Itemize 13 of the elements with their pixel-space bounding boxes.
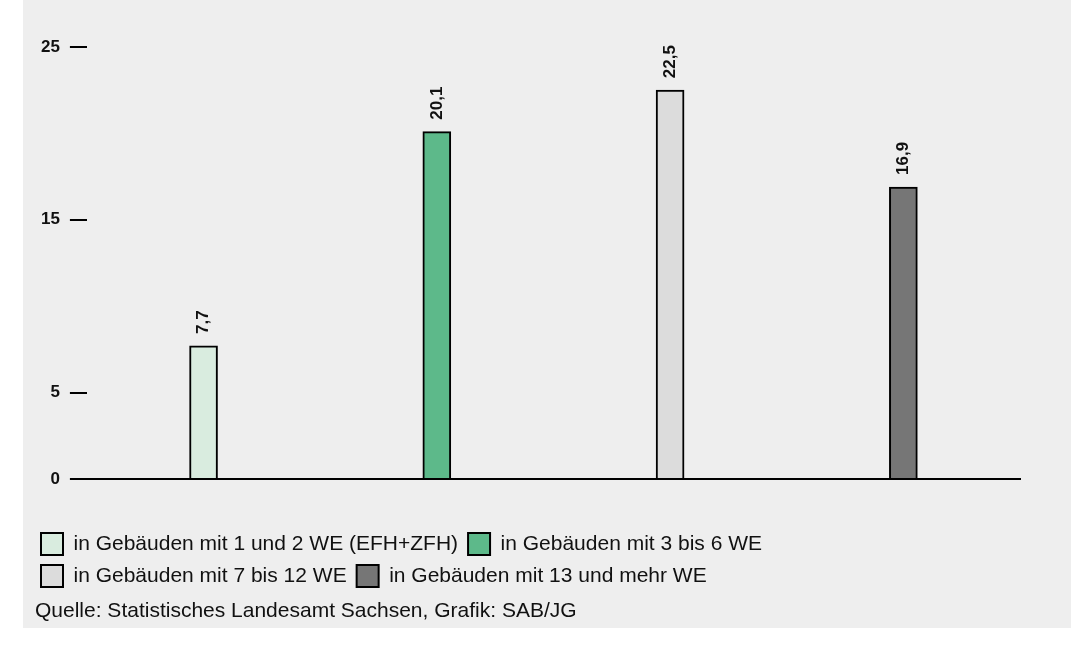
data-label: 22,5 [659, 45, 679, 79]
legend-label: in Gebäuden mit 13 und mehr WE [389, 562, 707, 586]
y-tick-label: 25 [40, 36, 60, 56]
legend-label: in Gebäuden mit 7 bis 12 WE [73, 562, 347, 586]
y-tick-label: 0 [50, 468, 60, 488]
legend-label: in Gebäuden mit 1 und 2 WE (EFH+ZFH) [73, 530, 459, 554]
data-label: 20,1 [426, 86, 446, 120]
y-tick-label: 5 [50, 382, 60, 402]
source-note: Quelle: Statistisches Landesamt Sachsen, Grafik: SAB/JG [35, 597, 577, 623]
data-label: 16,9 [893, 141, 913, 175]
legend-label: in Gebäuden mit 3 bis 6 WE [500, 530, 763, 554]
data-label: 7,7 [193, 310, 213, 334]
y-tick-label: 15 [40, 209, 60, 229]
